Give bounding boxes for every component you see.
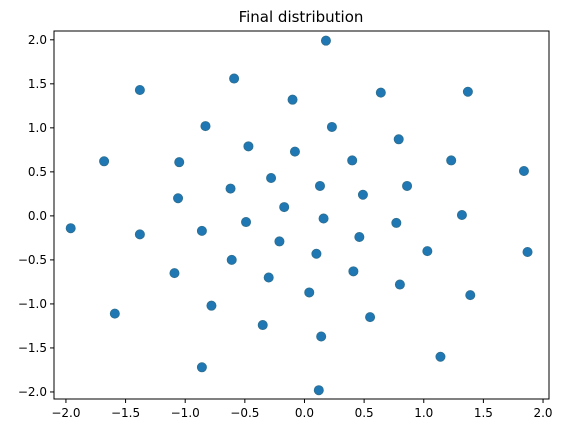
scatter-point [456, 209, 467, 220]
scatter-point [173, 193, 184, 204]
scatter-point [518, 165, 529, 176]
scatter-point [257, 320, 268, 331]
scatter-point [196, 362, 207, 373]
scatter-point [263, 272, 274, 283]
scatter-point [365, 312, 376, 323]
scatter-point [225, 183, 236, 194]
x-tick-label: 2.0 [533, 406, 552, 420]
scatter-point [402, 180, 413, 191]
scatter-point [393, 134, 404, 145]
scatter-point [134, 84, 145, 95]
x-tick-label: −0.5 [230, 406, 259, 420]
y-tick-label: 0.5 [28, 165, 47, 179]
scatter-point [174, 157, 185, 168]
scatter-point [357, 189, 368, 200]
scatter-point [200, 121, 211, 132]
scatter-point [266, 173, 277, 184]
x-tick-label: −1.5 [111, 406, 140, 420]
scatter-point [314, 180, 325, 191]
scatter-point [320, 35, 331, 46]
y-tick-label: 2.0 [28, 33, 47, 47]
scatter-point [462, 86, 473, 97]
scatter-point [99, 156, 110, 167]
scatter-point [274, 236, 285, 247]
scatter-point [522, 246, 533, 257]
scatter-point [375, 87, 386, 98]
x-tick-label: 1.0 [414, 406, 433, 420]
scatter-point [279, 202, 290, 213]
scatter-point [304, 287, 315, 298]
scatter-point [109, 308, 120, 319]
scatter-point [465, 290, 476, 301]
y-tick-label: −1.0 [18, 297, 47, 311]
scatter-point [354, 232, 365, 243]
x-tick-label: 1.5 [474, 406, 493, 420]
scatter-point [318, 213, 329, 224]
x-tick-label: 0.0 [295, 406, 314, 420]
scatter-point [422, 246, 433, 257]
chart-title: Final distribution [239, 8, 364, 26]
scatter-point [241, 217, 252, 228]
scatter-point [435, 351, 446, 362]
scatter-point [347, 155, 358, 166]
y-tick-label: −2.0 [18, 385, 47, 399]
plot-frame [53, 30, 550, 400]
points-layer [65, 35, 533, 396]
scatter-point [311, 248, 322, 259]
scatter-point [326, 121, 337, 132]
scatter-point [313, 385, 324, 396]
x-tick-label: 0.5 [355, 406, 374, 420]
scatter-point [169, 268, 180, 279]
y-tick-label: −1.5 [18, 341, 47, 355]
scatter-point [134, 229, 145, 240]
scatter-point [196, 225, 207, 236]
scatter-point [289, 146, 300, 157]
plot-area [54, 31, 549, 399]
x-tick-label: −1.0 [171, 406, 200, 420]
scatter-point [348, 266, 359, 277]
x-tick-label: −2.0 [51, 406, 80, 420]
scatter-point [287, 94, 298, 105]
y-tick-label: 1.0 [28, 121, 47, 135]
scatter-point [243, 141, 254, 152]
y-tick-label: 1.5 [28, 77, 47, 91]
scatter-point [206, 300, 217, 311]
y-tick-label: 0.0 [28, 209, 47, 223]
scatter-point [229, 73, 240, 84]
scatter-point [391, 217, 402, 228]
scatter-point [65, 223, 76, 234]
x-axis: −2.0 −1.5 −1.0 −0.5 0.0 0.5 1.0 1.5 2.0 [51, 399, 553, 420]
y-tick-label: −0.5 [18, 253, 47, 267]
scatter-point [316, 331, 327, 342]
scatter-point [394, 279, 405, 290]
scatter-point [226, 254, 237, 265]
y-axis: −2.0 −1.5 −1.0 −0.5 0.0 0.5 1.0 1.5 2.0 [18, 33, 54, 399]
scatter-point [446, 155, 457, 166]
